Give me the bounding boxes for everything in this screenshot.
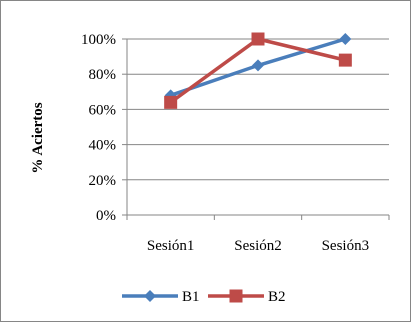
x-tick-label: Sesión1	[147, 238, 195, 254]
legend-label: B2	[268, 289, 286, 305]
data-point	[338, 53, 352, 67]
y-tick-label: 20%	[89, 173, 117, 189]
y-tick-label: 40%	[89, 138, 117, 154]
y-tick-labels: 0% 20% 40% 60% 80% 100%	[81, 32, 116, 224]
data-point	[339, 33, 352, 45]
x-tick-label: Sesión2	[234, 238, 282, 254]
data-point	[252, 59, 264, 72]
y-tick-label: 80%	[89, 67, 117, 83]
y-tick-label: 0%	[96, 208, 116, 224]
legend-item-2: B2	[208, 289, 286, 305]
legend-marker	[144, 290, 156, 302]
legend: B1 B2	[122, 289, 286, 305]
data-point	[164, 95, 178, 109]
legend-item-1: B1	[122, 289, 200, 305]
legend-marker	[229, 289, 243, 303]
series-2	[164, 32, 352, 109]
axes	[122, 38, 390, 220]
y-tick-label: 60%	[89, 102, 117, 118]
series-1	[164, 33, 352, 102]
y-tick-label: 100%	[81, 32, 116, 48]
x-tick-label: Sesión3	[322, 238, 370, 254]
y-axis-label: % Aciertos	[30, 102, 46, 173]
series-layer	[164, 32, 352, 109]
x-tick-labels: Sesión1 Sesión2 Sesión3	[147, 238, 369, 254]
legend-label: B1	[182, 289, 200, 305]
data-point	[251, 32, 265, 46]
